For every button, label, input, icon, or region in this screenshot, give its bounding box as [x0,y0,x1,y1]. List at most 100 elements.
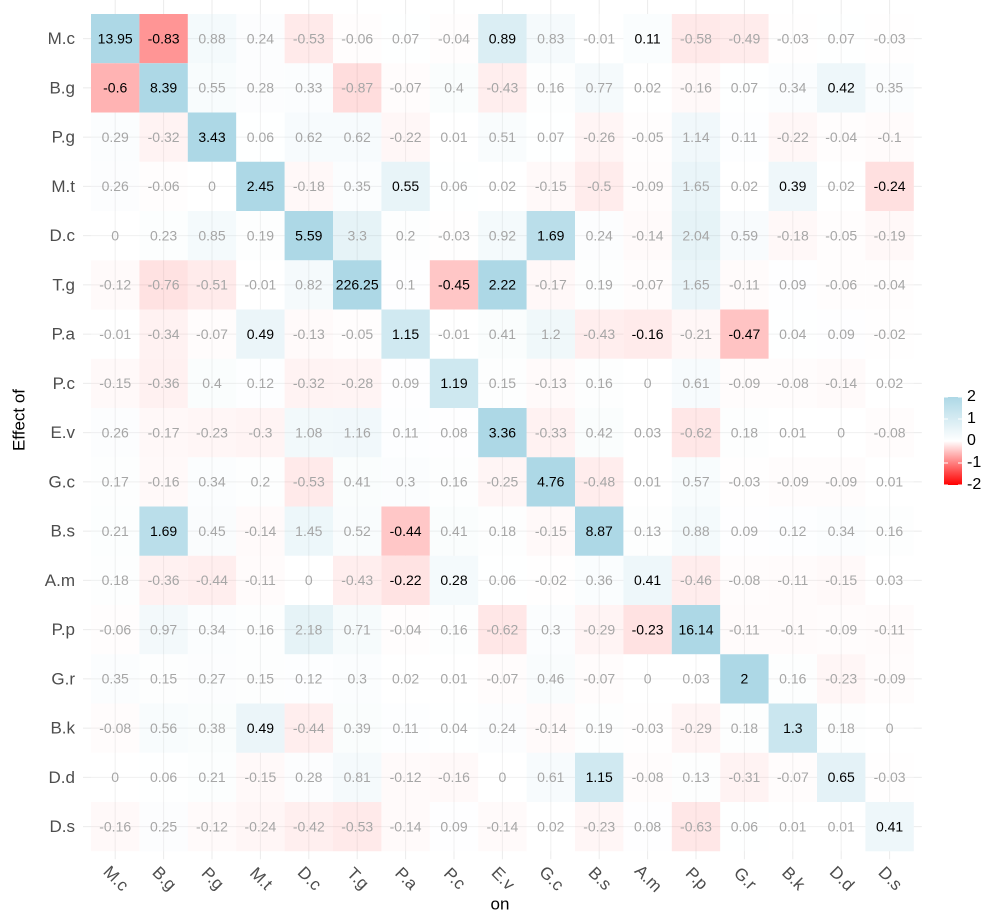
y-tick-label: P.p [52,620,75,639]
cell-label: -0.14 [486,818,518,834]
heatmap-cell [187,506,237,556]
heatmap-cell [720,161,769,211]
cell-label: 0.34 [198,474,225,490]
heatmap-cell [187,457,237,507]
heatmap-cell [817,703,866,753]
heatmap-cell [526,309,575,359]
heatmap-cell [236,358,285,408]
heatmap-cell [623,802,672,852]
heatmap-cell [139,358,188,408]
heatmap-cell [768,457,817,507]
heatmap-cell [865,358,914,408]
cell-label: 0.06 [731,818,758,834]
cell-label: -0.14 [390,818,422,834]
cell-label: 0.21 [102,523,129,539]
cell-label: -0.03 [777,30,809,46]
heatmap-cell [187,112,237,162]
cell-label: -0.14 [632,227,664,243]
heatmap-cell [671,654,721,704]
cell-label: 0.02 [392,671,419,687]
heatmap-cell [671,112,721,162]
y-tick-label: P.g [52,128,75,147]
cell-label: -0.76 [148,277,180,293]
heatmap-cell [187,752,237,802]
cell-label: 0.4 [202,375,222,391]
cell-label: 1.08 [295,424,322,440]
heatmap-cell [623,506,672,556]
heatmap-cell [526,605,575,655]
heatmap-cell [478,211,527,261]
cell-label: -0.08 [874,424,906,440]
heatmap-cell [623,161,672,211]
heatmap-cell [526,654,575,704]
heatmap-cell [575,457,624,507]
heatmap-cell [91,408,140,458]
cell-label: 0.02 [634,80,661,96]
cell-label: -0.43 [486,80,518,96]
heatmap-cell [865,654,914,704]
heatmap-cell [865,14,914,64]
cell-label: -0.13 [535,375,567,391]
cell-label: -0.03 [728,474,760,490]
cell-label: -0.6 [103,80,127,96]
cell-label: -0.05 [341,326,373,342]
heatmap-cell [817,14,866,64]
heatmap-cell [720,309,769,359]
heatmap-cell [139,605,188,655]
cell-label: -0.62 [680,424,712,440]
y-tick-label: B.g [49,78,75,97]
x-tick-label: P.g [198,864,228,894]
cell-label: 0.16 [586,375,613,391]
x-tick-label: D.c [294,863,326,895]
heatmap-cell [381,703,430,753]
cell-label: -0.04 [438,30,470,46]
cell-label: -0.23 [632,621,664,637]
cell-label: 0.26 [102,424,129,440]
colorbar [944,397,962,485]
heatmap-cell [817,260,866,310]
heatmap-cell [575,605,624,655]
cell-label: -0.12 [196,818,228,834]
cell-label: 0.08 [634,818,661,834]
cell-label: 0.45 [198,523,225,539]
heatmap-cell [187,260,237,310]
cell-label: 0.04 [440,720,467,736]
heatmap-cell [575,211,624,261]
cell-label: 0.01 [440,129,467,145]
cell-label: 0.09 [828,326,855,342]
heatmap-cell [720,802,769,852]
cell-label: -0.01 [583,30,615,46]
cell-label: -0.36 [148,572,180,588]
cell-label: 0.11 [731,129,757,145]
heatmap-cell [139,63,188,113]
heatmap-cell [720,654,769,704]
cell-label: 0.27 [198,671,225,687]
cell-label: 0.23 [150,227,177,243]
heatmap-cell [575,752,624,802]
y-tick-label: B.k [50,719,75,738]
cell-label: -0.08 [632,769,664,785]
cell-label: 0.35 [102,671,129,687]
cell-label: -0.04 [825,129,857,145]
cell-label: -0.04 [874,277,906,293]
heatmap-cell [429,358,479,408]
cell-label: 0.02 [876,375,903,391]
heatmap-cell [333,408,382,458]
heatmap-cell [478,703,527,753]
cell-label: 0.85 [198,227,225,243]
heatmap-cell [817,408,866,458]
heatmap-cell [768,506,817,556]
cell-label: 0.24 [586,227,613,243]
cell-label: 0.46 [537,671,564,687]
y-tick-label: T.g [52,275,75,294]
heatmap-cell [575,506,624,556]
cell-label: -0.09 [777,474,809,490]
cell-label: -0.08 [99,720,131,736]
cell-label: -0.01 [244,277,276,293]
heatmap-cell [671,555,721,605]
heatmap-cell [381,63,430,113]
cell-label: 0.42 [586,424,613,440]
cell-label: 0 [886,720,894,736]
cell-label: -0.07 [196,326,228,342]
cell-label: -0.18 [777,227,809,243]
